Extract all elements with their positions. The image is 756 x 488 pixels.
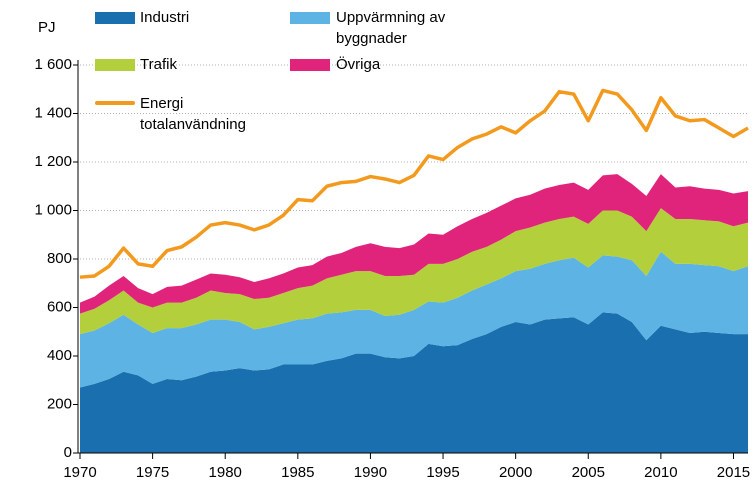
- unit-label: PJ: [38, 19, 56, 36]
- y-tick-label: 400: [47, 347, 72, 364]
- y-tick-label: 800: [47, 250, 72, 267]
- area: [80, 251, 748, 388]
- x-tick-label: 2005: [572, 464, 605, 481]
- line: [79, 88, 749, 279]
- y-tick-label: 1 000: [34, 201, 72, 218]
- legend-swatch: [95, 101, 135, 105]
- area: [80, 208, 748, 335]
- x-tick-label: 2015: [717, 464, 750, 481]
- y-tick-label: 1 600: [34, 56, 72, 73]
- legend-swatch: [95, 12, 135, 24]
- area: [80, 174, 748, 314]
- y-tick-label: 1 200: [34, 153, 72, 170]
- y-tick-label: 0: [64, 444, 72, 461]
- y-tick-label: 1 400: [34, 104, 72, 121]
- legend-swatch: [290, 12, 330, 24]
- legend-label: Trafik: [140, 56, 177, 73]
- x-tick-label: 2000: [499, 464, 532, 481]
- x-tick-label: 1975: [136, 464, 169, 481]
- legend-label: Industri: [140, 9, 190, 26]
- y-tick-label: 200: [47, 395, 72, 412]
- x-tick-label: 1980: [209, 464, 242, 481]
- legend-swatch: [290, 59, 330, 71]
- x-tick-label: 1970: [63, 464, 96, 481]
- legend-swatch: [95, 59, 135, 71]
- x-tick-label: 1990: [354, 464, 387, 481]
- x-tick-label: 2010: [644, 464, 677, 481]
- x-tick-label: 1995: [426, 464, 459, 481]
- area: [80, 312, 748, 453]
- y-tick-label: 600: [47, 298, 72, 315]
- legend-label: Energi totalanvändning: [140, 95, 246, 133]
- legend-label: Övriga: [336, 56, 381, 73]
- x-tick-label: 1985: [281, 464, 314, 481]
- legend-label: Uppvärmning av byggnader: [336, 9, 446, 47]
